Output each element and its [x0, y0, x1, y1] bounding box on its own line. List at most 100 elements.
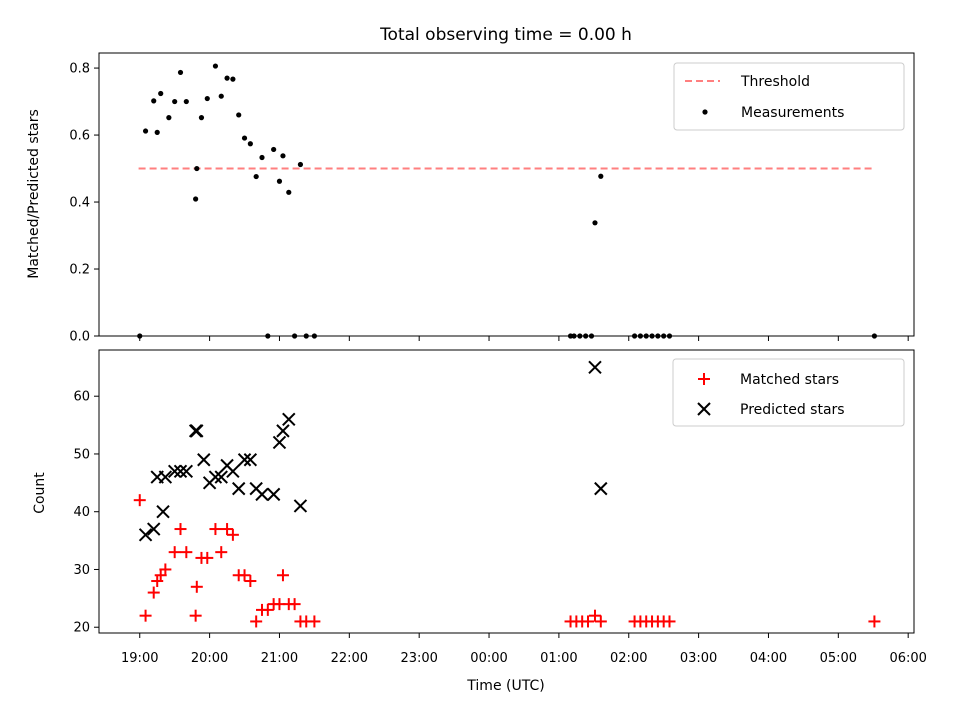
measurement-point	[588, 333, 595, 339]
predicted-star-point	[197, 453, 211, 467]
matched-star-point	[594, 615, 607, 628]
measurement-point	[637, 333, 643, 339]
matched-star-point	[159, 563, 172, 576]
top-y-tick-label: 0.2	[69, 263, 90, 278]
predicted-star-point	[272, 435, 287, 450]
measurement-point	[212, 63, 219, 69]
top-y-tick-label: 0.0	[69, 330, 90, 345]
matched-star-point	[168, 546, 181, 559]
legend-threshold-label: Threshold	[740, 74, 810, 90]
x-tick-label: 20:00	[191, 651, 228, 666]
top-y-ticks: 0.0 0.2 0.4 0.6 0.8	[69, 62, 99, 345]
top-legend: Threshold Measurements	[673, 62, 905, 131]
measurement-point	[297, 161, 304, 168]
top-y-axis-label: Matched/Predicted stars	[26, 109, 42, 279]
matched-star-point	[180, 546, 193, 559]
x-tick-label: 01:00	[540, 651, 577, 666]
legend-predicted-swatch	[697, 402, 711, 416]
predicted-star-point	[173, 464, 188, 478]
measurement-point	[137, 333, 143, 339]
measurement-point	[871, 333, 878, 339]
x-tick-label: 05:00	[820, 651, 857, 666]
measurement-point	[172, 98, 178, 105]
predicted-star-point	[156, 505, 170, 519]
x-tick-label: 21:00	[261, 651, 298, 666]
bottom-y-ticks: 20 30 40 50 60	[73, 390, 99, 636]
measurement-point	[598, 173, 604, 179]
top-y-tick-label: 0.6	[69, 129, 90, 144]
measurement-point	[230, 76, 236, 82]
x-tick-label: 22:00	[331, 651, 368, 666]
measurement-point	[265, 333, 271, 339]
measurement-point	[183, 98, 189, 105]
top-legend-box	[673, 62, 905, 131]
measurement-point	[154, 129, 160, 135]
measurement-point	[649, 333, 655, 339]
matched-star-point	[139, 609, 152, 622]
measurement-point	[577, 333, 583, 339]
predicted-star-point	[232, 481, 246, 496]
bottom-y-tick-label: 50	[73, 447, 90, 462]
predicted-star-point	[214, 470, 228, 484]
matched-star-point	[215, 546, 228, 559]
measurement-point	[286, 189, 292, 195]
bottom-y-tick-label: 20	[73, 621, 90, 636]
measurement-point	[655, 333, 661, 339]
bottom-legend: Matched stars Predicted stars	[672, 358, 905, 427]
bottom-x-ticks: 19:00 20:00 21:00 22:00 23:00 00:00 01:00 02:00…	[121, 633, 927, 666]
measurement-point	[158, 90, 164, 97]
legend-matched-label: Matched stars	[740, 372, 839, 388]
matched-star-point	[190, 580, 203, 593]
matched-star-point	[868, 615, 881, 628]
measurement-point	[253, 173, 259, 180]
bottom-plot-frame	[98, 349, 915, 634]
bottom-panel: 20 30 40 50 60 19:00 20:00 21:00 22:00 23:00 00:0…	[73, 349, 927, 666]
bottom-y-axis-label: Count	[32, 472, 48, 514]
measurement-point	[661, 333, 667, 339]
measurement-point	[151, 98, 157, 104]
predicted-star-point	[255, 487, 269, 502]
measurement-point	[311, 333, 317, 339]
predicted-star-point	[179, 464, 194, 478]
predicted-star-point	[276, 424, 290, 438]
predicted-star-point	[237, 453, 252, 467]
top-y-tick-label: 0.8	[69, 62, 90, 77]
matched-star-point	[244, 575, 257, 588]
bottom-legend-box	[672, 358, 905, 427]
predicted-star-point	[266, 487, 281, 502]
matched-star-point	[276, 569, 289, 582]
matched-star-points	[133, 494, 881, 628]
legend-matched-swatch	[698, 373, 710, 385]
x-tick-label: 00:00	[470, 651, 507, 666]
bottom-y-tick-label: 30	[73, 563, 90, 578]
measurement-point	[204, 95, 210, 102]
matched-star-point	[221, 523, 234, 536]
legend-measurements-swatch	[702, 109, 708, 115]
x-tick-label: 02:00	[610, 651, 647, 666]
measurement-point	[142, 128, 149, 134]
measurement-point	[193, 196, 199, 202]
predicted-star-point	[138, 528, 153, 542]
measurement-point	[583, 333, 589, 339]
x-tick-label: 19:00	[121, 651, 158, 666]
bottom-y-tick-label: 40	[73, 505, 90, 520]
measurement-point	[631, 333, 638, 339]
measurement-point	[166, 115, 172, 121]
x-tick-label: 03:00	[680, 651, 717, 666]
measurement-point	[276, 178, 283, 184]
matched-star-point	[663, 615, 676, 628]
x-axis-label: Time (UTC)	[466, 678, 544, 694]
measurement-point	[303, 333, 309, 339]
matched-star-point	[582, 615, 594, 628]
predicted-star-point	[190, 424, 204, 438]
measurement-point	[666, 333, 673, 339]
measurement-point	[194, 165, 200, 172]
measurement-points	[137, 63, 878, 339]
matched-star-point	[226, 528, 239, 541]
measurement-point	[247, 141, 253, 147]
top-panel: 0.0 0.2 0.4 0.6 0.8	[69, 52, 915, 345]
predicted-star-point	[158, 470, 173, 484]
predicted-star-point	[208, 470, 223, 484]
predicted-star-point	[282, 412, 296, 427]
